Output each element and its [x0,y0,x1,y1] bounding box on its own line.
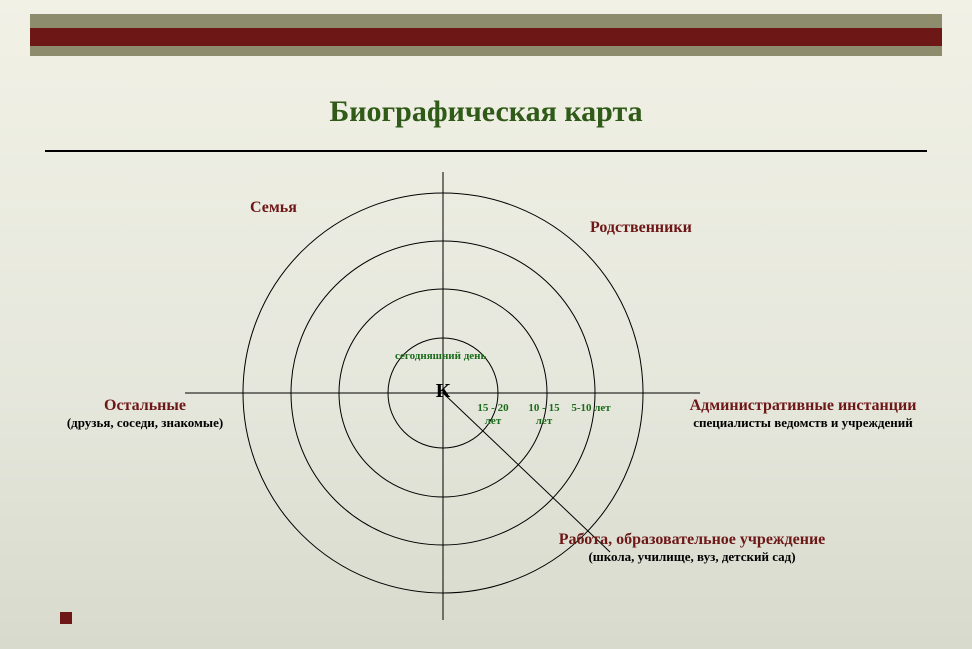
quadrant-title: Работа, образовательное учреждение [532,530,852,549]
ring-label: 15 - 20 лет [469,402,517,428]
quadrant-title: Семья [250,198,370,217]
quadrant-label-family: Семья [250,198,370,217]
center-label: К [433,379,453,403]
quadrant-label-others: Остальные(друзья, соседи, знакомые) [60,396,230,431]
quadrant-title: Административные инстанции [688,396,918,415]
quadrant-subtitle: (друзья, соседи, знакомые) [60,415,230,431]
inner-label: сегодняшний день [395,350,486,363]
quadrant-label-admin: Административные инстанцииспециалисты ве… [688,396,918,431]
quadrant-label-relatives: Родственники [590,218,790,237]
quadrant-subtitle: специалисты ведомств и учреждений [688,415,918,431]
ring-label: 5-10 лет [571,402,611,415]
footer-square-icon [60,612,72,624]
slide-root: Биографическая карта К сегодняшний день … [0,0,972,649]
quadrant-title: Остальные [60,396,230,415]
quadrant-subtitle: (школа, училище, вуз, детский сад) [532,549,852,565]
quadrant-title: Родственники [590,218,790,237]
quadrant-label-work: Работа, образовательное учреждение(школа… [532,530,852,565]
ring-label: 10 - 15 лет [520,402,568,428]
